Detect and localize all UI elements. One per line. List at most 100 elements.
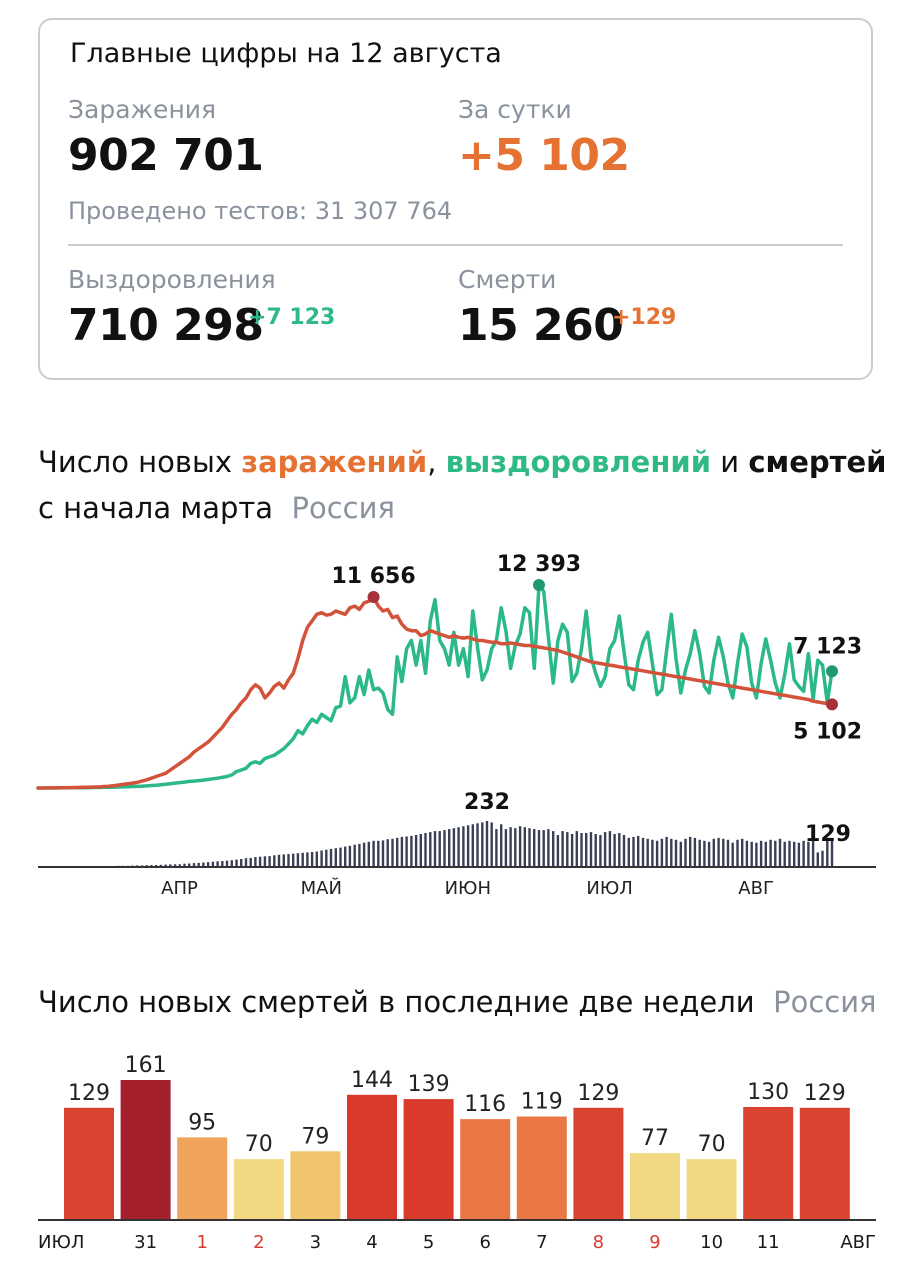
death-bar [315, 851, 318, 866]
deaths-bar-chart: 129ИЮЛ1613195170279314441395116611971298… [38, 1053, 876, 1253]
death-bar [155, 865, 158, 866]
death-bar [807, 841, 810, 866]
death-bar [414, 835, 418, 866]
death-bar [419, 834, 422, 866]
death-bar [707, 841, 711, 866]
death-bar [287, 854, 290, 866]
death-bar [400, 836, 404, 866]
death-bar [159, 864, 163, 866]
death-bar [802, 840, 805, 866]
death-bar [448, 829, 451, 866]
death-bar [655, 840, 659, 866]
death-bar [296, 853, 300, 866]
death-bar [334, 848, 337, 866]
death-bar [533, 829, 536, 866]
death-bar [377, 840, 380, 866]
death-bar [344, 846, 347, 866]
death-bar [585, 833, 588, 866]
day-bar-value: 119 [521, 1090, 563, 1115]
death-bar [698, 839, 701, 866]
death-bar [358, 843, 361, 866]
death-bar [244, 858, 248, 866]
death-bar [811, 840, 815, 866]
death-bar [258, 856, 262, 866]
day-bar-value: 70 [245, 1132, 273, 1157]
death-bar [641, 837, 645, 866]
death-bar [570, 834, 574, 866]
death-bar [528, 828, 531, 866]
day-bar [64, 1107, 114, 1220]
death-bar [774, 840, 777, 866]
death-bar [249, 857, 252, 866]
chart1-title-and: и [711, 445, 749, 479]
day-bar-value: 70 [698, 1132, 726, 1157]
summary-card: Главные цифры на 12 августа Заражения 90… [38, 18, 873, 380]
death-bar [410, 835, 413, 866]
death-bar [646, 838, 649, 866]
death-bar [306, 852, 309, 866]
death-bar [674, 839, 678, 866]
death-bar [325, 849, 328, 866]
death-bar [225, 860, 229, 866]
recoveries-delta: +7 123 [248, 305, 336, 330]
death-bar [689, 836, 692, 866]
death-bar [500, 824, 503, 866]
death-bar [603, 832, 607, 866]
recoveries-peak-dot [532, 578, 545, 591]
death-bar [547, 829, 550, 866]
day-bar-value: 161 [125, 1053, 167, 1078]
death-bar [826, 838, 829, 866]
chart1-title-deaths: смертей [748, 445, 887, 479]
death-bar [216, 861, 219, 866]
death-bar [750, 841, 753, 866]
death-bar [778, 838, 782, 866]
day-label: 7 [536, 1232, 547, 1253]
death-bar [268, 856, 271, 866]
recoveries-line [36, 583, 834, 790]
tests-text: Проведено тестов: 31 307 764 [68, 197, 453, 225]
death-bar [599, 835, 602, 866]
death-bar [192, 863, 196, 866]
death-bar [821, 850, 824, 866]
death-bar [145, 865, 148, 866]
death-bar [202, 862, 205, 866]
death-bar [240, 859, 243, 866]
day-bar [177, 1137, 228, 1220]
death-bar [140, 865, 144, 866]
recoveries-last-dot [826, 665, 838, 678]
summary-divider [68, 244, 843, 246]
death-bar [481, 822, 484, 866]
death-bar [169, 864, 172, 866]
death-bar [665, 836, 668, 866]
death-bar [627, 837, 630, 866]
day-bar-value: 144 [351, 1068, 393, 1093]
death-bar [637, 835, 640, 866]
death-bar [759, 840, 763, 866]
death-bar [490, 822, 493, 866]
day-label: ИЮЛ [38, 1232, 84, 1253]
death-bar [608, 831, 612, 866]
day-bar-value: 79 [301, 1124, 329, 1149]
death-bar [552, 831, 555, 866]
death-bar [329, 848, 333, 866]
death-bar [684, 838, 687, 866]
day-label: 5 [423, 1232, 434, 1253]
death-bar [830, 841, 834, 866]
death-bar [504, 829, 508, 866]
death-bar [150, 865, 153, 866]
day-label: 11 [757, 1232, 780, 1253]
death-bar [164, 864, 167, 866]
death-bar [386, 839, 389, 866]
day-bar [347, 1094, 397, 1220]
death-bar [670, 838, 673, 866]
death-bar [618, 833, 621, 866]
death-bar [651, 839, 654, 866]
month-label: ИЮН [445, 878, 491, 899]
day-bar [516, 1116, 567, 1220]
death-bar [476, 823, 479, 866]
daily-label: За сутки [458, 95, 572, 124]
death-bar [339, 847, 342, 866]
death-bar [580, 833, 583, 866]
death-bar [566, 832, 569, 866]
infections-value: 902 701 [68, 130, 264, 181]
